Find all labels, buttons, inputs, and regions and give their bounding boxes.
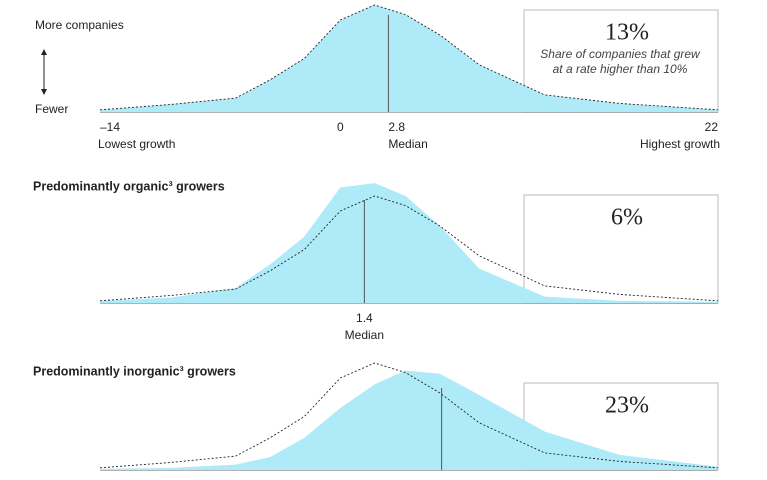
- stat-value: 13%: [605, 20, 649, 46]
- density-area: [100, 370, 718, 470]
- panel-title: Predominantly organic³ growers: [33, 179, 225, 193]
- stat-note: Share of companies that grew: [540, 47, 701, 61]
- y-bottom-label: Fewer: [35, 102, 68, 116]
- median-label: Median: [388, 137, 427, 151]
- x-low-label: Lowest growth: [98, 137, 175, 151]
- x-tick-label: –14: [100, 120, 120, 134]
- density-line: [99, 362, 719, 469]
- stat-value: 23%: [605, 393, 649, 419]
- x-high-label: Highest growth: [640, 137, 720, 151]
- density-line: [99, 4, 719, 111]
- density-area: [100, 183, 718, 303]
- y-top-label: More companies: [35, 18, 124, 32]
- stat-value: 6%: [611, 205, 643, 231]
- density-area: [100, 5, 718, 112]
- x-tick-label: 0: [337, 120, 344, 134]
- density-line: [99, 195, 719, 302]
- median-label: Median: [345, 328, 384, 342]
- median-value: 1.4: [356, 311, 373, 325]
- median-value: 2.8: [388, 120, 405, 134]
- stat-note: at a rate higher than 10%: [553, 62, 688, 76]
- panel-title: Predominantly inorganic³ growers: [33, 364, 236, 378]
- x-tick-label: 22: [705, 120, 719, 134]
